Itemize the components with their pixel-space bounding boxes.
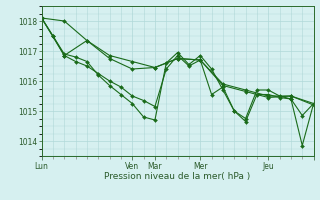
X-axis label: Pression niveau de la mer( hPa ): Pression niveau de la mer( hPa )	[104, 172, 251, 181]
